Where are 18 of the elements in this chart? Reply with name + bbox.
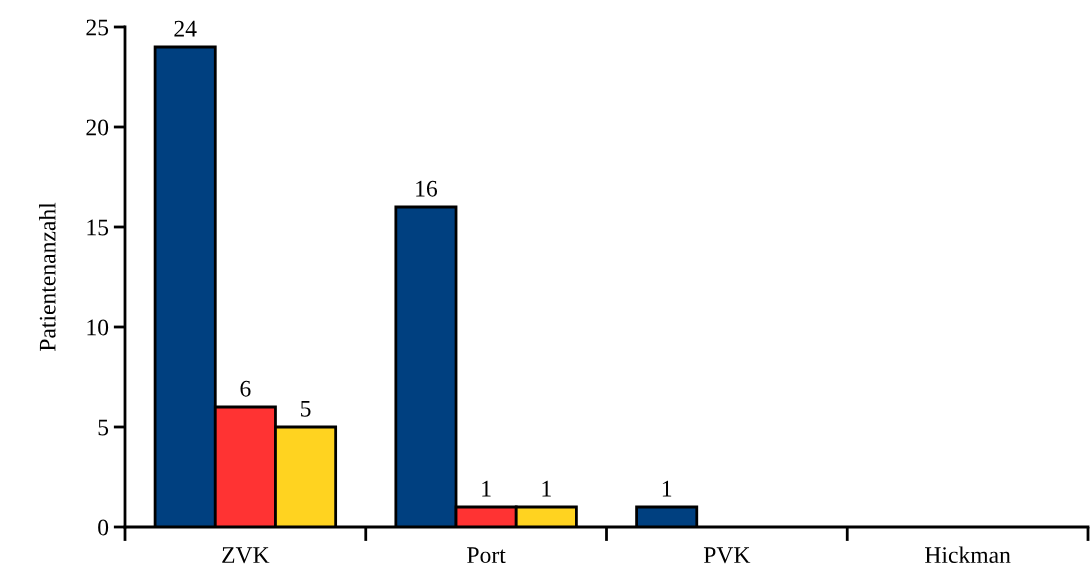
data-label: 16 bbox=[416, 180, 438, 197]
data-label: 1 bbox=[482, 480, 491, 497]
y-tick-label: 25 bbox=[86, 19, 109, 36]
data-label: 1 bbox=[662, 480, 672, 497]
y-tick-label: 0 bbox=[98, 519, 109, 536]
y-tick-label: 15 bbox=[87, 219, 109, 236]
y-tick-label: 10 bbox=[87, 319, 109, 336]
y-axis-title: Patientenanzahl bbox=[39, 202, 56, 352]
y-tick-label: 5 bbox=[98, 419, 109, 436]
data-label: 5 bbox=[301, 400, 311, 417]
x-tick-label: Hickman bbox=[925, 546, 1011, 564]
data-label: 1 bbox=[542, 480, 551, 497]
data-label: 6 bbox=[240, 380, 251, 397]
data-label: 24 bbox=[174, 20, 197, 37]
x-tick-label: PVK bbox=[703, 547, 751, 564]
x-tick-label: ZVK bbox=[222, 547, 270, 564]
y-tick-label: 20 bbox=[86, 119, 109, 136]
x-tick-label: Port bbox=[467, 547, 506, 564]
